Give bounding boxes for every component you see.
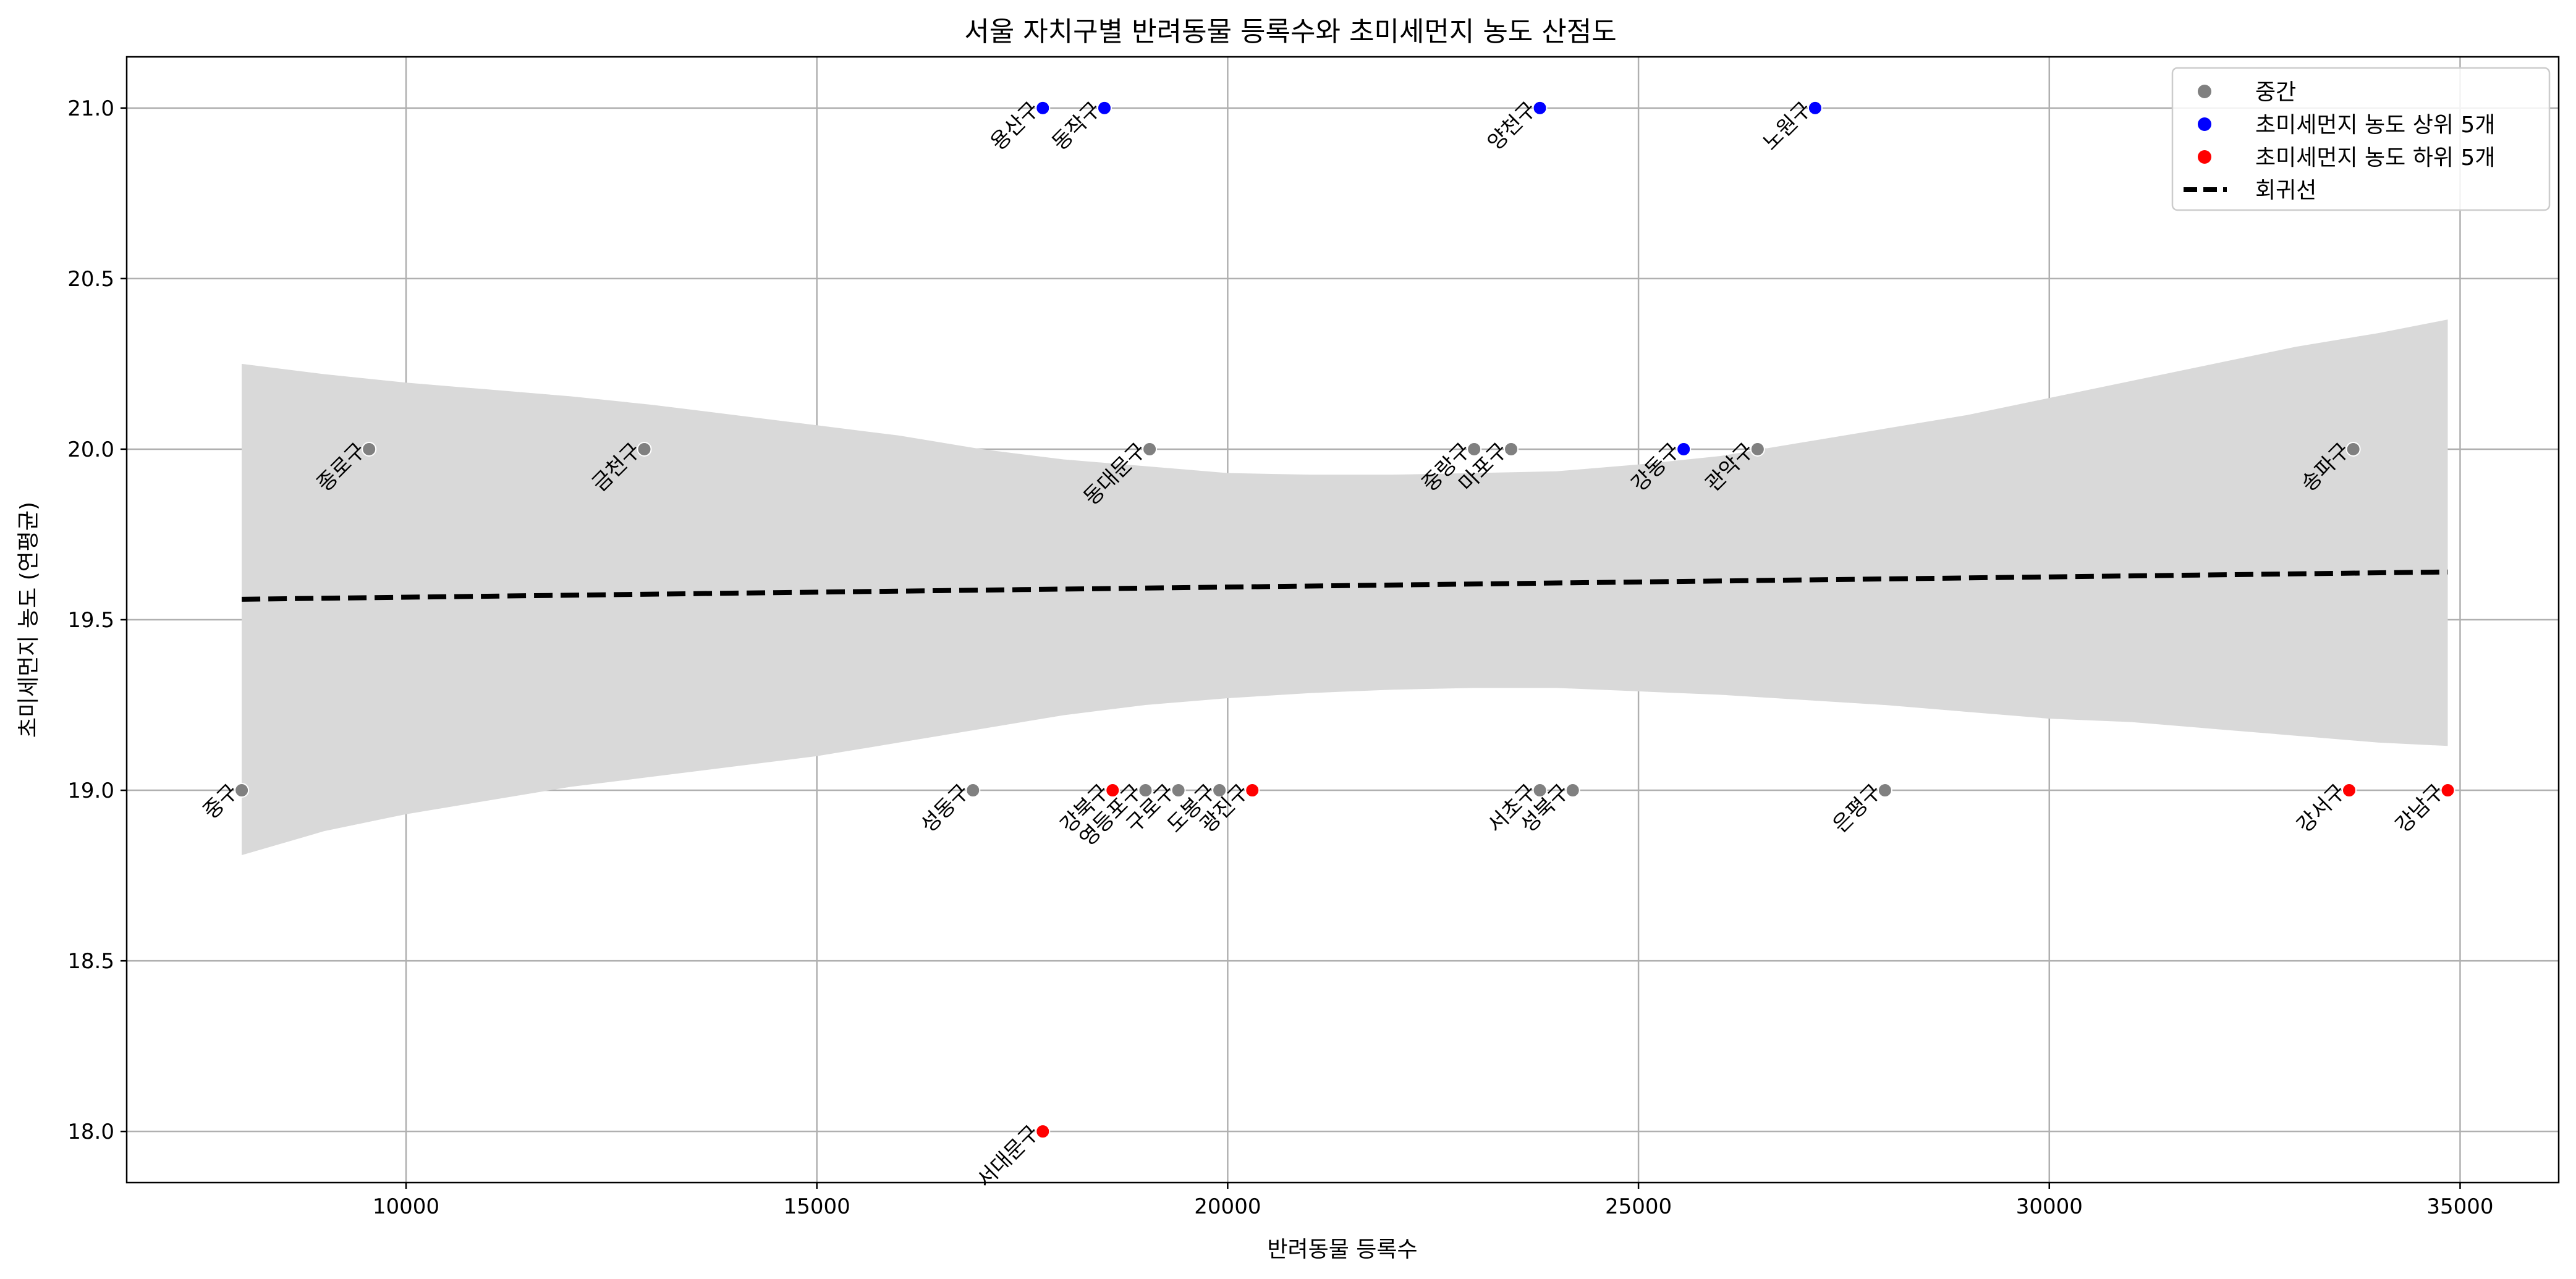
regression-line-layer <box>242 569 2448 602</box>
legend-marker <box>2198 150 2211 164</box>
scatter-point <box>1035 100 1051 116</box>
legend-label: 초미세먼지 농도 하위 5개 <box>2255 145 2495 171</box>
y-tick-label: 21.0 <box>67 96 114 121</box>
x-tick-label: 35000 <box>2426 1194 2493 1219</box>
regression-line <box>242 569 2448 602</box>
scatter-point <box>1035 1124 1051 1139</box>
scatter-point <box>2440 783 2455 798</box>
legend-marker <box>2198 85 2211 98</box>
scatter-point <box>1245 783 1260 798</box>
legend-box <box>2171 67 2551 211</box>
scatter-point <box>1807 100 1823 116</box>
y-tick-label: 20.0 <box>67 437 114 462</box>
x-tick-label: 20000 <box>1194 1194 1261 1219</box>
scatter-point <box>362 441 377 457</box>
x-tick-label: 15000 <box>784 1194 850 1219</box>
scatter-point <box>2342 783 2357 798</box>
legend-label: 회귀선 <box>2255 178 2316 203</box>
scatter-point <box>1532 100 1548 116</box>
y-axis-label: 초미세먼지 농도 (연평균) <box>16 502 41 738</box>
scatter-point <box>1142 441 1158 457</box>
legend-label: 초미세먼지 농도 상위 5개 <box>2255 112 2495 138</box>
scatter-point <box>965 783 981 798</box>
scatter-point <box>1676 441 1692 457</box>
chart-title: 서울 자치구별 반려동물 등록수와 초미세먼지 농도 산점도 <box>964 16 1616 48</box>
y-tick-label: 19.0 <box>67 779 114 803</box>
y-tick-label: 18.5 <box>67 949 114 974</box>
scatter-point <box>1532 783 1548 798</box>
legend-label: 중간 <box>2255 80 2296 105</box>
scatter-point <box>234 783 250 798</box>
scatter-point <box>1105 783 1121 798</box>
scatter-point-layer <box>234 100 2455 1139</box>
scatter-point <box>1504 441 1519 457</box>
scatter-point <box>637 441 652 457</box>
scatter-point <box>2345 441 2361 457</box>
legend-marker <box>2198 117 2211 131</box>
scatter-point <box>1565 783 1580 798</box>
y-tick-label: 20.5 <box>67 267 114 292</box>
scatter-point <box>1467 441 1482 457</box>
scatter-point <box>1138 783 1153 798</box>
x-tick-label: 30000 <box>2016 1194 2083 1219</box>
x-tick-label: 10000 <box>373 1194 439 1219</box>
scatter-point <box>1096 100 1112 116</box>
y-tick-label: 19.5 <box>67 608 114 633</box>
scatter-point <box>1171 783 1186 798</box>
scatter-point <box>1212 783 1227 798</box>
y-tick-label: 18.0 <box>67 1120 114 1144</box>
x-tick-label: 25000 <box>1605 1194 1672 1219</box>
scatter-point <box>1750 441 1765 457</box>
axis-tick-layer: 10000 15000 20000 25000 30000 35000 18.0 18.5 19… <box>67 96 2493 1219</box>
x-axis-label: 반려동물 등록수 <box>1267 1237 1417 1262</box>
scatter-point <box>1877 783 1892 798</box>
